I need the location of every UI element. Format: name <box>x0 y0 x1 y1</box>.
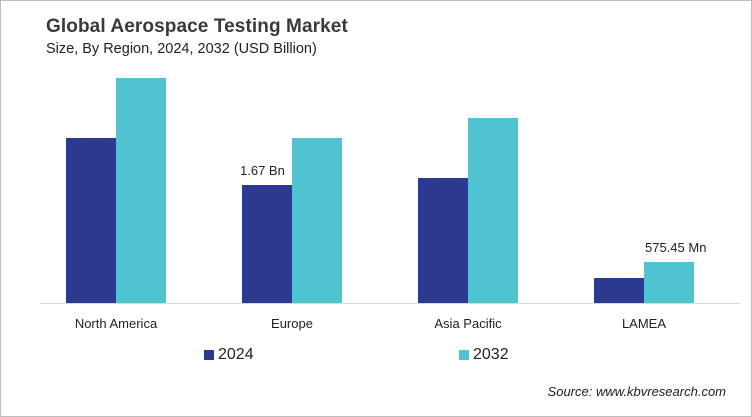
bar-lamea-2032 <box>644 262 694 303</box>
legend-item-2032: 2032 <box>459 346 509 364</box>
x-axis-label: Europe <box>271 316 313 331</box>
bar-north-america-2024 <box>66 138 116 303</box>
x-axis-label: North America <box>74 316 158 331</box>
x-axis-line <box>40 303 740 304</box>
legend-swatch-2024 <box>204 350 214 360</box>
data-label: 575.45 Mn <box>645 240 707 255</box>
bar-asia-pacific-2032 <box>468 118 518 303</box>
chart-subtitle: Size, By Region, 2024, 2032 (USD Billion… <box>46 41 317 57</box>
bar-asia-pacific-2024 <box>418 178 468 303</box>
bar-europe-2024 <box>242 185 292 303</box>
source-note: Source: www.kbvresearch.com <box>547 384 726 399</box>
x-axis-label: LAMEA <box>621 316 667 331</box>
legend-item-2024: 2024 <box>204 346 254 364</box>
x-axis-label: Asia Pacific <box>434 316 502 331</box>
bar-lamea-2024 <box>594 278 644 303</box>
bar-north-america-2032 <box>116 78 166 303</box>
chart-title: Global Aerospace Testing Market <box>46 16 348 37</box>
data-label: 1.67 Bn <box>240 163 285 178</box>
legend-label-2032: 2032 <box>473 346 509 363</box>
legend-label-2024: 2024 <box>218 346 254 363</box>
bar-europe-2032 <box>292 138 342 303</box>
legend-swatch-2032 <box>459 350 469 360</box>
